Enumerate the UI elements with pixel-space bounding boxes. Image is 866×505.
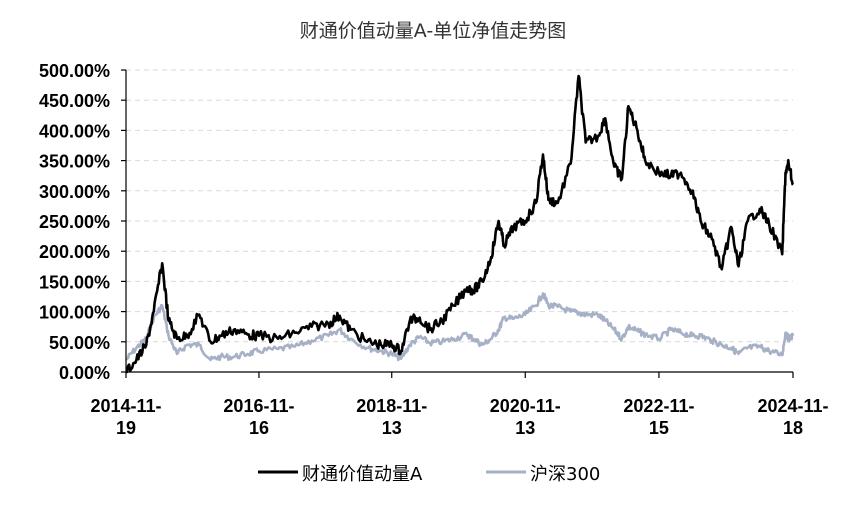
legend: 财通价值动量A 沪深300 [258, 464, 600, 485]
series-line-hs300 [125, 292, 795, 362]
y-tick-labels: 0.00% 50.00% 100.00% 150.00% 200.00% 250.00% 3… [39, 61, 126, 383]
x-tick-label: 2018-11-13 [356, 396, 427, 438]
legend-label-fund: 财通价值动量A [302, 464, 423, 485]
y-tick-label: 400.00% [39, 121, 110, 141]
y-tick-label: 350.00% [39, 152, 110, 172]
y-tick-label: 100.00% [39, 303, 110, 323]
y-tick-label: 0.00% [59, 363, 110, 383]
y-tick-label: 50.00% [49, 333, 110, 353]
y-tick-label: 200.00% [39, 242, 110, 262]
x-tick-label: 2024-11-18 [757, 396, 828, 438]
x-tick-label: 2022-11-15 [623, 396, 694, 438]
x-tick-label: 2014-11-19 [90, 396, 161, 438]
x-tick-labels: 2014-11-19 2016-11-16 2018-11-13 2020-11-13… [90, 372, 829, 438]
y-tick-label: 300.00% [39, 182, 110, 202]
series-line-fund [125, 74, 794, 374]
legend-label-hs300: 沪深300 [530, 464, 600, 485]
y-tick-label: 500.00% [39, 61, 110, 81]
x-tick-label: 2016-11-16 [223, 396, 294, 438]
y-tick-label: 250.00% [39, 212, 110, 232]
y-tick-label: 150.00% [39, 272, 110, 292]
x-tick-label: 2020-11-13 [490, 396, 561, 438]
series-lines [125, 74, 795, 374]
grid [126, 69, 793, 343]
chart-title: 财通价值动量A-单位净值走势图 [300, 20, 566, 42]
y-tick-label: 450.00% [39, 91, 110, 111]
